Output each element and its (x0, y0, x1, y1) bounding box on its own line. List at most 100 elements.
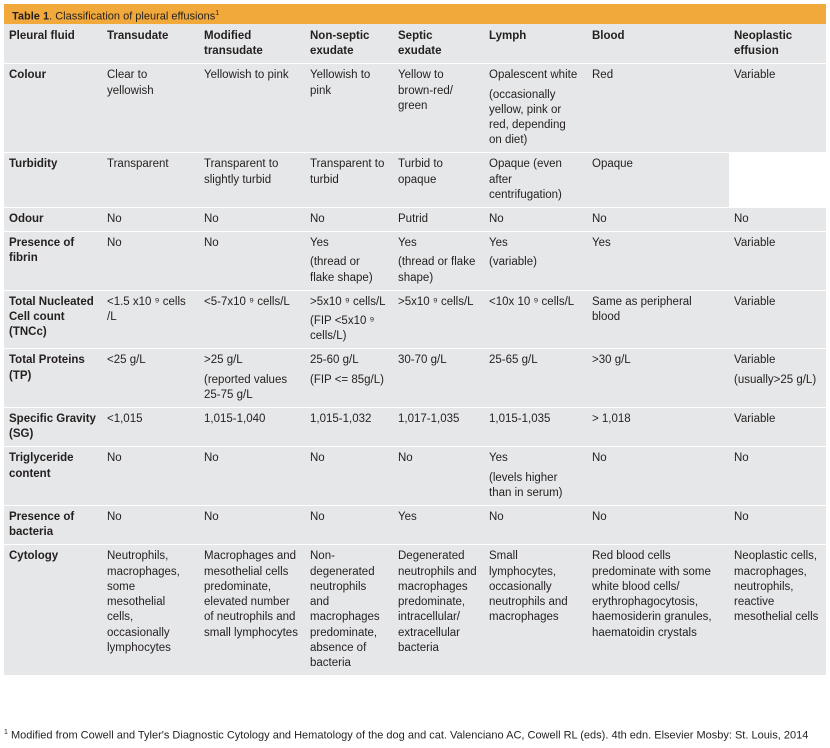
table-title-label: Table 1 (12, 10, 50, 23)
cell-gap (204, 369, 299, 373)
cell-text: Yes (398, 511, 417, 524)
cell-text: No (592, 213, 607, 226)
cell-text: Degenerated neutrophils and macrophages … (398, 550, 477, 654)
row-label: Total Nucleated Cell count (TNCc) (4, 289, 102, 349)
table-cell: Variable (usually>25 g/L) (729, 348, 826, 408)
pleural-effusion-table: Pleural fluid Transudate Modified transuda… (4, 24, 826, 676)
table-cell: Putrid (393, 207, 484, 232)
table-cell: Variable (729, 407, 826, 447)
table-cell: No (729, 207, 826, 232)
cell-text: Transparent to slightly turbid (204, 158, 279, 186)
cell-text: Variable (734, 413, 776, 426)
table-cell: No (729, 446, 826, 506)
row-label: Presence of fibrin (4, 231, 102, 291)
cell-text: Same as peripheral blood (592, 295, 692, 324)
table-cell (729, 152, 826, 208)
cell-text: Variable (734, 69, 776, 82)
cell-text: 1,015-1,040 (204, 413, 266, 426)
table-cell: Turbid to opaque (393, 152, 484, 208)
table-row: Presence of bacteria No No No Yes No No No (4, 505, 826, 545)
table-row: Presence of fibrin No No Yes (thread or flak… (4, 231, 826, 291)
cell-text: 1,015-1,035 (489, 413, 551, 426)
cell-text: No (204, 511, 219, 524)
table-cell: Neoplastic cells, macrophages, neutrophi… (729, 544, 826, 676)
table-cell: Yes (thread or flake shape) (305, 231, 393, 291)
table-cell: No (393, 446, 484, 506)
table-cell: >5x10 ⁹ cells/L (393, 289, 484, 349)
table-cell: 25-60 g/L (FIP <= 85g/L) (305, 348, 393, 408)
cell-text: Clear to yellowish (107, 69, 154, 97)
table-cell: 1,015-1,035 (484, 407, 587, 447)
table-cell: 1,017-1,035 (393, 407, 484, 447)
table-cell: No (305, 446, 393, 506)
table-row: Turbidity Transparent Transparent to sligh… (4, 152, 826, 208)
table-cell: Yes (393, 505, 484, 545)
cell-text: Yellow to brown-red/ green (398, 69, 453, 112)
column-header: Blood (592, 30, 625, 42)
cell-text: No (310, 213, 325, 226)
cell-text: Transparent to turbid (310, 158, 385, 186)
cell-text: Opaque (even after centrifugation) (489, 158, 562, 201)
table-cell: Variable (729, 231, 826, 291)
table-cell: Yes (587, 231, 729, 291)
cell-text: 1,015-1,032 (310, 413, 372, 426)
table-cell: No (305, 207, 393, 232)
cell-text: (thread or flake shape) (398, 256, 476, 284)
cell-text: Transparent (107, 158, 169, 171)
table-cell: Same as peripheral blood (587, 289, 729, 349)
cell-text: Putrid (398, 213, 429, 226)
table-cell: 25-65 g/L (484, 348, 587, 408)
table-row: Colour Clear to yellowish Yellowish to pin… (4, 63, 826, 153)
table-row: Total Nucleated Cell count (TNCc) <1.5 x1… (4, 289, 826, 349)
row-label: Colour (4, 63, 102, 153)
table-cell: No (587, 207, 729, 232)
cell-text: > 1,018 (592, 413, 631, 426)
table-cell: Yellowish to pink (199, 63, 305, 153)
table-cell: No (199, 231, 305, 291)
cell-text: Small lymphocytes, occasionally neutroph… (489, 550, 568, 624)
cell-text: (variable) (489, 256, 537, 269)
cell-text: Red blood cells predominate with some wh… (592, 550, 712, 639)
cell-text: Variable (734, 295, 776, 308)
cell-text: (FIP <= 85g/L) (310, 373, 384, 386)
table-cell: No (199, 505, 305, 545)
cell-text: >25 g/L (204, 354, 243, 367)
cell-text: Red (592, 69, 614, 82)
table-cell: Transparent to turbid (305, 152, 393, 208)
header-row: Pleural fluid Transudate Modified transuda… (4, 24, 826, 64)
table-cell: No (305, 505, 393, 545)
cell-text: Opalescent white (489, 69, 578, 82)
table-cell: >5x10 ⁹ cells/L (FIP <5x10 ⁹ cells/L) (305, 289, 393, 349)
table-cell: No (587, 505, 729, 545)
cell-gap (310, 369, 387, 373)
cell-text: Variable (734, 237, 776, 250)
table-cell: No (102, 446, 199, 506)
cell-text: No (107, 511, 122, 524)
cell-gap (734, 369, 820, 373)
table-cell: Small lymphocytes, occasionally neutroph… (484, 544, 587, 676)
cell-text: No (489, 511, 504, 524)
table-cell: Variable (729, 63, 826, 153)
table-cell: Yellowish to pink (305, 63, 393, 153)
table-row: Odour No No No Putrid No No No (4, 207, 826, 232)
table-cell: Transparent (102, 152, 199, 208)
table-title: Table 1. Classification of pleural effus… (4, 4, 826, 24)
column-header: Non-septic exudate (310, 30, 370, 58)
row-label: Triglyceride content (4, 446, 102, 506)
table-cell: No (102, 505, 199, 545)
table-cell: Red (587, 63, 729, 153)
cell-text: Macrophages and mesothelial cells predom… (204, 550, 298, 639)
cell-text: No (734, 452, 749, 465)
table-cell: >30 g/L (587, 348, 729, 408)
column-header: Septic exudate (398, 30, 442, 58)
table-cell: No (199, 446, 305, 506)
cell-text: >5x10 ⁹ cells/L (310, 295, 386, 308)
table-cell: <1,015 (102, 407, 199, 447)
table-cell: Transparent to slightly turbid (199, 152, 305, 208)
cell-text: Yes (489, 237, 508, 250)
cell-text: No (204, 452, 219, 465)
table-cell: No (102, 207, 199, 232)
table-cell: No (102, 231, 199, 291)
column-header: Neoplastic effusion (734, 30, 793, 58)
